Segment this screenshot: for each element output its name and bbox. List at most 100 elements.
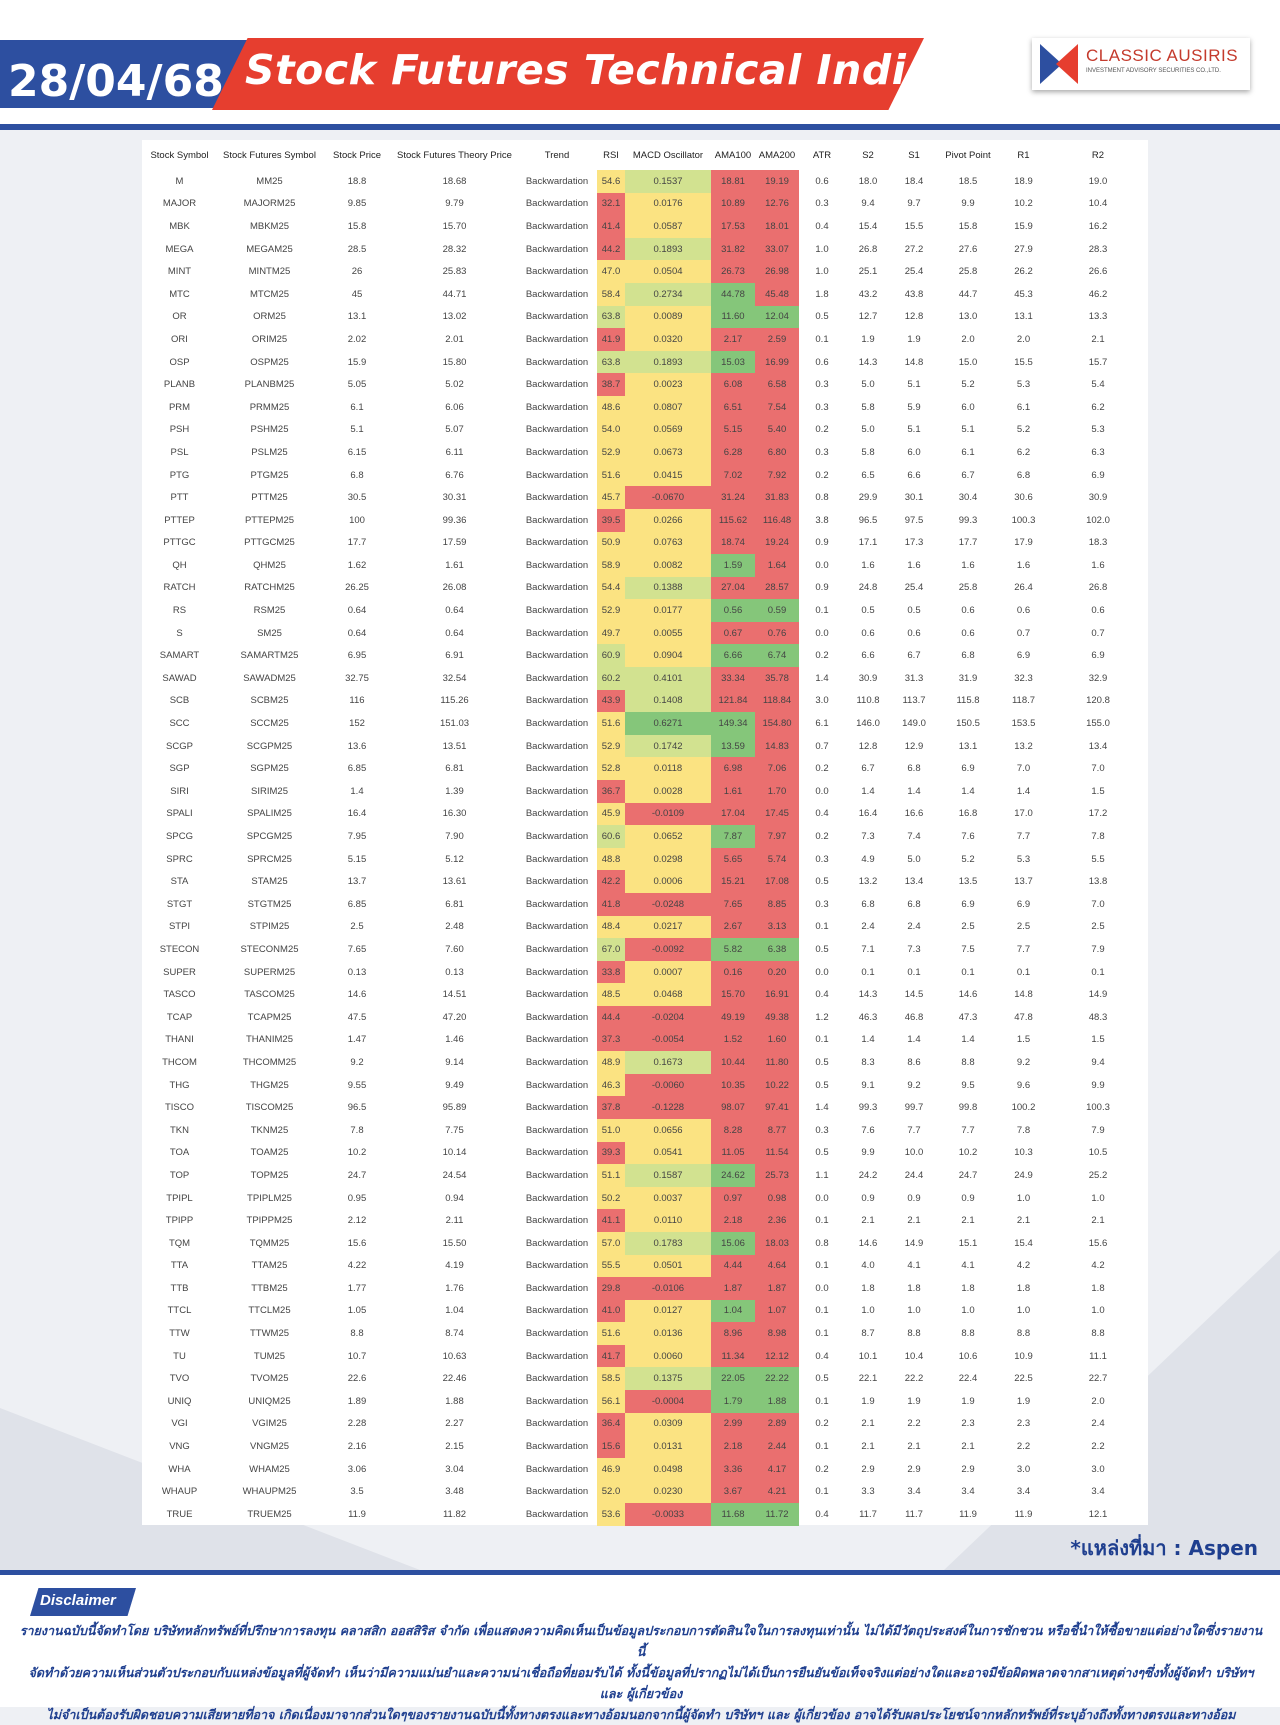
table-cell: 1.4 xyxy=(861,785,875,797)
table-cell: 4.64 xyxy=(755,1254,799,1278)
column-header: R2 xyxy=(1091,149,1105,161)
table-cell: 99.3 xyxy=(958,514,978,526)
table-cell: 0.0230 xyxy=(625,1480,711,1504)
table-cell: 2.67 xyxy=(711,915,755,939)
table-cell: 7.65 xyxy=(347,943,367,955)
table-cell: TQMM25 xyxy=(249,1237,290,1249)
table-cell: 42.2 xyxy=(597,870,625,893)
table-cell: 32.54 xyxy=(442,672,467,684)
table-cell: Backwardation xyxy=(525,446,589,458)
table-cell: 5.0 xyxy=(861,424,875,436)
table-cell: OSP xyxy=(169,356,190,368)
table-header-row: Stock Symbol Stock Futures Symbol Stock Pr… xyxy=(142,140,1148,170)
table-cell: SUPERM25 xyxy=(243,966,296,978)
table-cell: Backwardation xyxy=(525,243,589,255)
table-cell: 0.6 xyxy=(861,627,875,639)
table-cell: 17.53 xyxy=(711,215,755,238)
table-cell: 14.3 xyxy=(858,989,878,1001)
table-cell: 15.7 xyxy=(1088,356,1108,368)
table-cell: 99.7 xyxy=(904,1102,924,1114)
table-cell: 0.3 xyxy=(815,898,829,910)
table-cell: 27.6 xyxy=(958,243,978,255)
table-cell: Backwardation xyxy=(525,1102,589,1114)
table-cell: 5.82 xyxy=(711,938,755,961)
table-cell: 8.8 xyxy=(961,1056,975,1068)
table-cell: 0.7 xyxy=(815,740,829,752)
table-cell: 0.8 xyxy=(815,1237,829,1249)
table-cell: 13.3 xyxy=(1088,311,1108,323)
table-cell: 1.0 xyxy=(815,266,829,278)
table-cell: 0.0309 xyxy=(625,1412,711,1436)
column-header: S1 xyxy=(908,149,920,161)
table-cell: 5.3 xyxy=(1016,379,1031,391)
table-cell: STPIM25 xyxy=(249,921,290,933)
table-cell: 10.4 xyxy=(1088,198,1108,210)
table-cell: 7.95 xyxy=(347,831,367,843)
table-row: PTTEP PTTEPM25 100 99.36 Backwardation 39.5 0.… xyxy=(142,508,1148,532)
table-cell: 6.81 xyxy=(445,898,464,910)
table-cell: 52.9 xyxy=(597,441,625,464)
table-body: M MM25 18.8 18.68 Backwardation 54.6 0.1537 18.… xyxy=(142,170,1148,1526)
table-cell: 7.9 xyxy=(1091,1124,1105,1136)
table-cell: 15.5 xyxy=(1014,356,1033,368)
table-cell: PTTM25 xyxy=(251,492,288,504)
table-cell: 0.9 xyxy=(907,1192,921,1204)
table-cell: Backwardation xyxy=(525,1147,589,1159)
table-cell: 100.2 xyxy=(1011,1102,1036,1114)
table-cell: 13.4 xyxy=(1088,740,1108,752)
table-cell: 4.1 xyxy=(961,1260,975,1272)
table-cell: TCAP xyxy=(166,1011,193,1023)
table-cell: 1.89 xyxy=(347,1395,367,1407)
table-cell: 54.6 xyxy=(597,170,625,193)
table-cell: Backwardation xyxy=(525,469,589,481)
table-cell: 5.40 xyxy=(755,418,799,442)
table-cell: Backwardation xyxy=(525,740,589,752)
table-cell: 24.7 xyxy=(958,1169,978,1181)
table-cell: 0.16 xyxy=(711,960,755,984)
table-cell: 15.6 xyxy=(347,1237,367,1249)
table-cell: Backwardation xyxy=(525,785,589,797)
table-cell: 0.1375 xyxy=(625,1367,711,1391)
table-cell: SAWAD xyxy=(162,672,197,684)
table-cell: 13.02 xyxy=(442,311,467,323)
table-cell: 28.3 xyxy=(1088,243,1108,255)
table-cell: Backwardation xyxy=(525,1418,589,1430)
table-cell: 6.91 xyxy=(445,650,464,662)
table-cell: 57.0 xyxy=(597,1231,625,1255)
table-cell: 9.85 xyxy=(347,198,367,210)
table-cell: 54.0 xyxy=(597,418,625,442)
table-cell: 45.3 xyxy=(1014,288,1033,300)
table-row: TOA TOAM25 10.2 10.14 Backwardation 39.3 0.054… xyxy=(142,1141,1148,1165)
table-cell: 6.9 xyxy=(961,898,975,910)
table-cell: 0.6 xyxy=(961,605,975,617)
table-cell: 5.07 xyxy=(445,424,464,436)
table-cell: 0.1587 xyxy=(625,1164,711,1187)
table-cell: 2.89 xyxy=(755,1412,799,1436)
table-cell: 0.8 xyxy=(815,492,829,504)
table-cell: THG xyxy=(169,1079,190,1091)
table-cell: 22.4 xyxy=(958,1373,978,1385)
table-row: MEGA MEGAM25 28.5 28.32 Backwardation 44.2 0.1… xyxy=(142,237,1148,261)
table-cell: 6.1 xyxy=(961,446,975,458)
table-cell: 6.5 xyxy=(861,469,875,481)
table-cell: 9.4 xyxy=(861,198,875,210)
table-cell: 52.0 xyxy=(597,1480,625,1504)
table-cell: 1.62 xyxy=(347,559,367,571)
table-cell: 2.28 xyxy=(347,1418,367,1430)
table-cell: 4.0 xyxy=(861,1260,875,1272)
table-cell: Backwardation xyxy=(525,1373,589,1385)
table-cell: 46.9 xyxy=(597,1457,625,1481)
table-cell: 11.82 xyxy=(442,1508,467,1520)
table-cell: 9.14 xyxy=(445,1056,464,1068)
table-cell: Backwardation xyxy=(525,989,589,1001)
table-cell: TVO xyxy=(169,1373,190,1385)
table-cell: 19.19 xyxy=(755,170,799,193)
table-cell: 4.1 xyxy=(907,1260,921,1272)
table-cell: 95.89 xyxy=(442,1102,467,1114)
table-cell: 0.0118 xyxy=(625,757,711,781)
table-cell: 151.03 xyxy=(439,718,470,730)
table-cell: 44.71 xyxy=(442,288,467,300)
table-cell: 99.3 xyxy=(858,1102,878,1114)
table-cell: 28.57 xyxy=(755,576,799,600)
table-cell: 3.67 xyxy=(711,1480,755,1504)
